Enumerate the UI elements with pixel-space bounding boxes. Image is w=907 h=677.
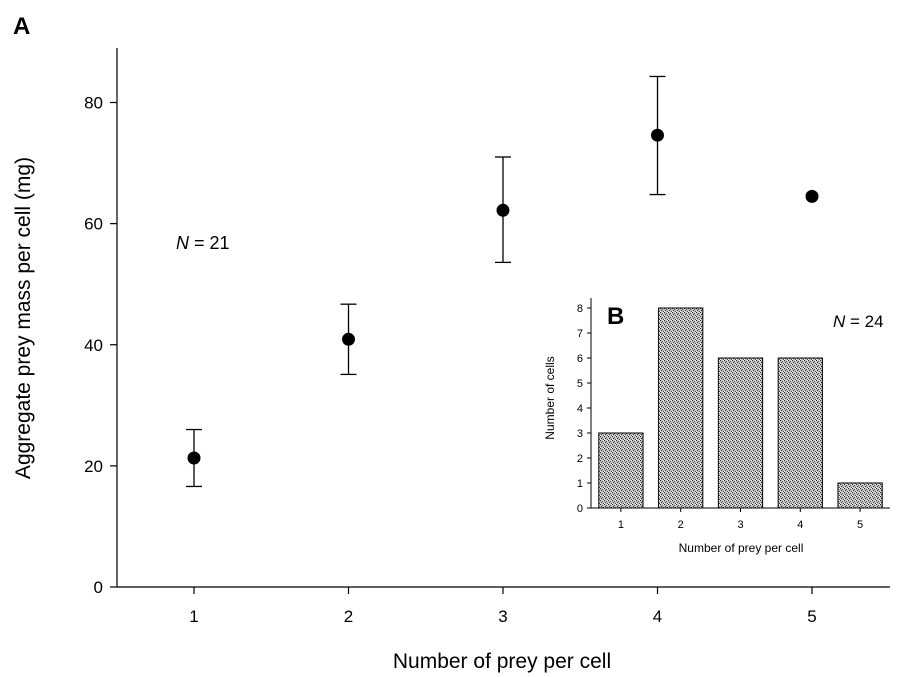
panel-b-bars <box>598 307 883 509</box>
panel-a-sample-size: N = 21 <box>176 233 230 253</box>
panel-a-y-tick-label: 80 <box>84 94 103 113</box>
panel-b-x-tick-label: 5 <box>857 519 863 531</box>
panel-b-x-tick-label: 3 <box>737 519 743 531</box>
histogram-bar <box>658 307 704 509</box>
panel-b-y-tick-label: 8 <box>577 303 583 315</box>
data-point <box>496 203 510 217</box>
panel-b-x-axis-title: Number of prey per cell <box>679 541 804 555</box>
panel-a-x-tick-label: 4 <box>653 607 662 626</box>
histogram-bar <box>777 357 823 509</box>
panel-a-y-tick-label: 0 <box>94 578 103 597</box>
panel-a-x-axis-title: Number of prey per cell <box>393 650 611 673</box>
panel-a-data-points <box>186 75 819 488</box>
panel-a-x-tick-label: 3 <box>498 607 507 626</box>
panel-b-x-tick-label: 1 <box>618 519 624 531</box>
panel-b-y-tick-label: 6 <box>577 353 583 365</box>
panel-b-sample-size: N = 24 <box>833 312 884 331</box>
panel-b-label: B <box>607 303 624 330</box>
panel-b-y-axis-title: Number of cells <box>543 356 557 439</box>
panel-a-x-tick-label: 5 <box>807 607 816 626</box>
panel-b-y-tick-label: 1 <box>577 478 583 490</box>
panel-a-x-tick-label: 1 <box>189 607 198 626</box>
panel-b-y-tick-label: 7 <box>577 328 583 340</box>
panel-b-sample-size-n: N <box>833 312 846 331</box>
panel-a-y-tick-label: 20 <box>84 457 103 476</box>
panel-b-x-tick-label: 2 <box>678 519 684 531</box>
panel-a-y-axis-title: Aggregate prey mass per cell (mg) <box>12 157 35 479</box>
panel-b-y-tick-label: 4 <box>577 403 583 415</box>
panel-b-x-ticks: 1 2 3 4 5 <box>618 508 863 531</box>
histogram-bar <box>598 432 644 509</box>
histogram-bar <box>837 482 883 509</box>
panel-b-y-tick-label: 5 <box>577 378 583 390</box>
panel-b-y-tick-label: 3 <box>577 428 583 440</box>
data-point <box>805 189 819 203</box>
histogram-bar <box>717 357 764 509</box>
data-point <box>651 128 664 142</box>
data-point <box>187 451 201 465</box>
panel-b-y-tick-label: 2 <box>577 453 583 465</box>
panel-b-inset-bar-chart: B N = 24 0 1 2 3 4 5 6 7 8 1 2 3 4 5 Number of cells… <box>543 286 905 566</box>
panel-b-sample-size-value: = 24 <box>845 312 883 331</box>
panel-a-x-tick-label: 2 <box>344 607 353 626</box>
panel-a-y-tick-label: 40 <box>84 336 103 355</box>
data-point <box>342 332 355 346</box>
panel-a-y-tick-label: 60 <box>84 215 103 234</box>
panel-b-y-tick-label: 0 <box>577 503 583 515</box>
panel-b-y-ticks: 0 1 2 3 4 5 6 7 8 <box>577 303 591 515</box>
panel-a-label: A <box>13 13 30 40</box>
panel-a-sample-size-n: N <box>176 233 190 253</box>
panel-b-x-tick-label: 4 <box>797 519 803 531</box>
panel-a-x-ticks: 1 2 3 4 5 <box>189 587 817 626</box>
panel-a-y-ticks: 0 20 40 60 80 <box>84 94 117 597</box>
panel-a-sample-size-value: = 21 <box>189 233 230 253</box>
